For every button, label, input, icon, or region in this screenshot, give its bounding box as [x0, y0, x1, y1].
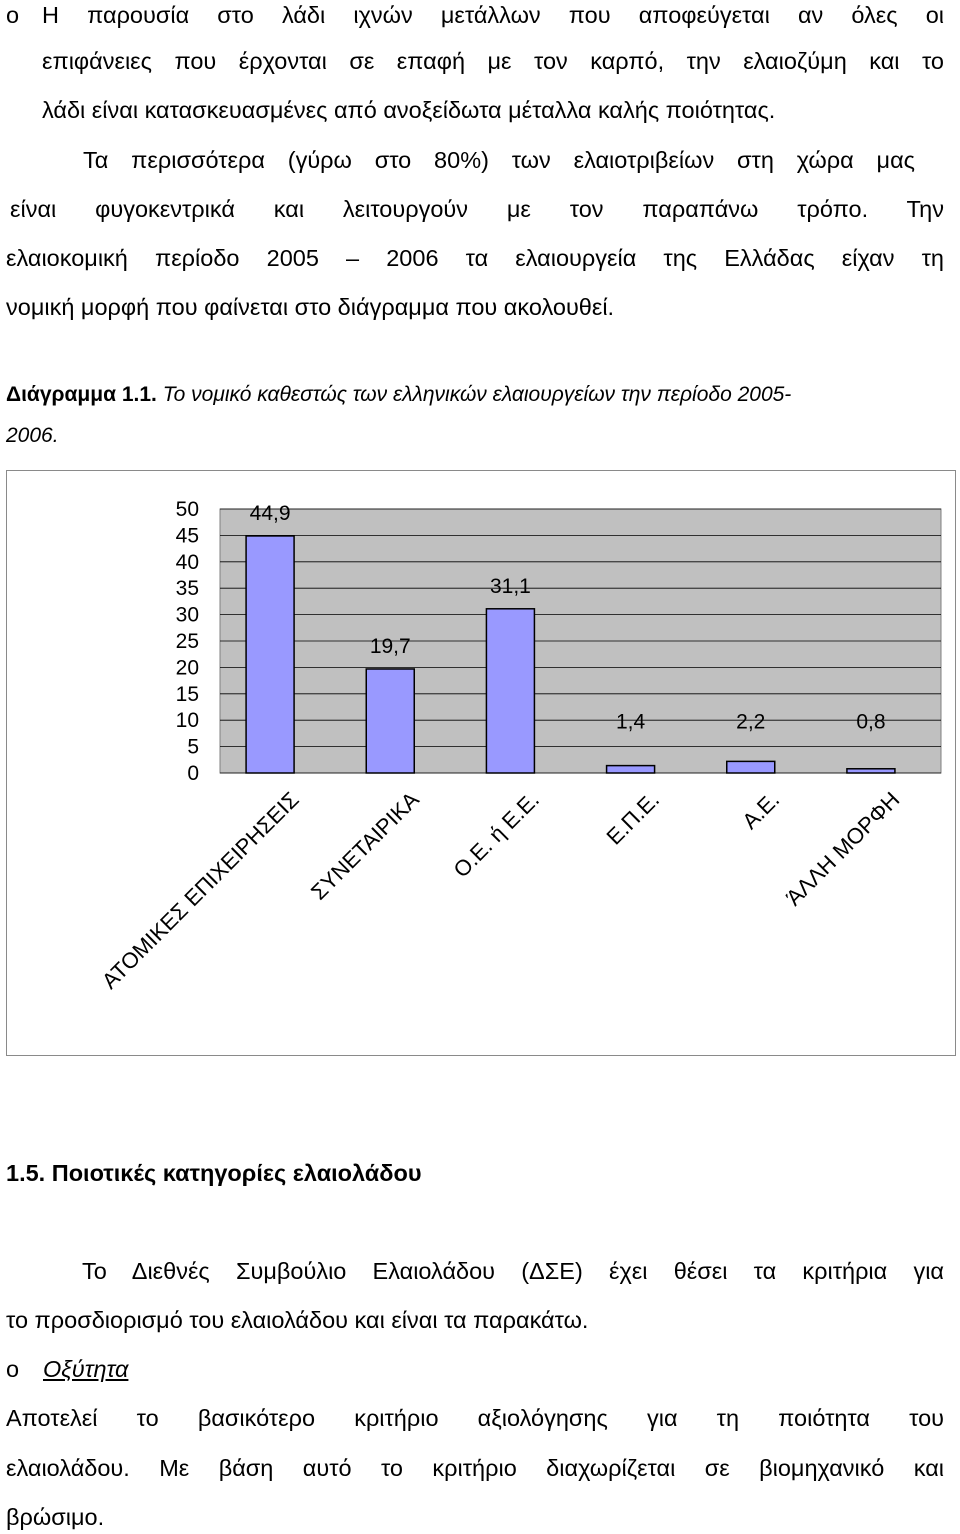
y-tick-label: 5: [187, 736, 199, 759]
y-tick-label: 50: [176, 498, 199, 521]
paragraph-line: Αποτελεί το βασικότερο κριτήριο αξιολόγη…: [6, 1405, 944, 1431]
caption-label: Διάγραμμα 1.1.: [6, 383, 157, 406]
bar: [365, 668, 415, 774]
bar: [726, 760, 776, 774]
bullet-marker: o: [6, 1356, 20, 1382]
paragraph-line: Η παρουσία στο λάδι ιχνών μετάλλων που α…: [42, 2, 944, 28]
paragraph-line: το προσδιορισμό του ελαιολάδου και είναι…: [6, 1307, 589, 1333]
subheading: Οξύτητα: [43, 1356, 129, 1382]
category-label: Ε.Π.Ε.: [601, 787, 664, 850]
y-tick-label: 0: [187, 762, 199, 785]
y-tick-label: 45: [176, 524, 199, 547]
category-label: ΑΤΟΜΙΚΕΣ ΕΠΙΧΕΙΡΗΣΕΙΣ: [97, 787, 304, 994]
category-label: Α.Ε.: [737, 787, 784, 834]
bar: [605, 764, 656, 774]
paragraph-line: ελαιοκομική περίοδο 2005 – 2006 τα ελαιο…: [6, 245, 944, 271]
y-tick-label: 10: [176, 709, 199, 732]
paragraph-line: Τα περισσότερα (γύρω στο 80%) των ελαιοτ…: [83, 147, 915, 173]
y-tick-label: 25: [176, 630, 199, 653]
y-tick-label: 40: [176, 551, 199, 574]
bar-chart: 0 5 10 15 20 25 30 35 40 45 50 44,9 ΑΤΟΜΙΚΕΣ ΕΠΙΧΕΙΡ…: [97, 498, 942, 994]
bar: [485, 608, 536, 774]
data-label: 19,7: [370, 635, 411, 658]
paragraph-line: ελαιολάδου. Με βάση αυτό το κριτήριο δια…: [6, 1455, 944, 1481]
data-label: 0,8: [856, 711, 885, 734]
bar: [846, 768, 896, 774]
caption-text: Το νομικό καθεστώς των ελληνικών ελαιουρ…: [162, 383, 792, 406]
bullet-marker: o: [6, 2, 20, 28]
data-label: 44,9: [250, 502, 291, 525]
caption-text-continued: 2006.: [6, 424, 59, 447]
paragraph-line: είναι φυγοκεντρικά και λειτουργούν με το…: [10, 196, 944, 222]
figure-caption: Διάγραμμα 1.1. Το νομικό καθεστώς των ελ…: [6, 380, 791, 410]
bar: [245, 535, 295, 774]
data-label: 2,2: [736, 711, 765, 734]
chart-frame: 0 5 10 15 20 25 30 35 40 45 50 44,9 ΑΤΟΜΙΚΕΣ ΕΠΙΧΕΙΡ…: [6, 470, 956, 1056]
category-label: ΣΥΝΕΤΑΙΡΙΚΑ: [306, 787, 424, 905]
data-label: 1,4: [616, 711, 646, 734]
paragraph-line: Το Διεθνές Συμβούλιο Ελαιολάδου (ΔΣΕ) έχ…: [82, 1258, 944, 1284]
paragraph-line: βρώσιμο.: [6, 1504, 105, 1530]
paragraph-line: νομική μορφή που φαίνεται στο διάγραμμα …: [6, 294, 615, 320]
paragraph-line: λάδι είναι κατασκευασμένες από ανοξείδωτ…: [42, 97, 776, 123]
y-tick-label: 35: [176, 577, 199, 600]
paragraph-line: επιφάνειες που έρχονται σε επαφή με τον …: [42, 48, 944, 74]
y-tick-label: 20: [176, 656, 199, 679]
y-tick-label: 15: [176, 683, 199, 706]
data-label: 31,1: [490, 575, 531, 598]
y-tick-label: 30: [176, 604, 199, 627]
section-heading: 1.5. Ποιοτικές κατηγορίες ελαιολάδου: [6, 1160, 422, 1186]
category-label: Ο.Ε. ή Ε.Ε.: [448, 787, 543, 882]
category-label: ΆΛΛΗ ΜΟΡΦΗ: [781, 787, 904, 910]
